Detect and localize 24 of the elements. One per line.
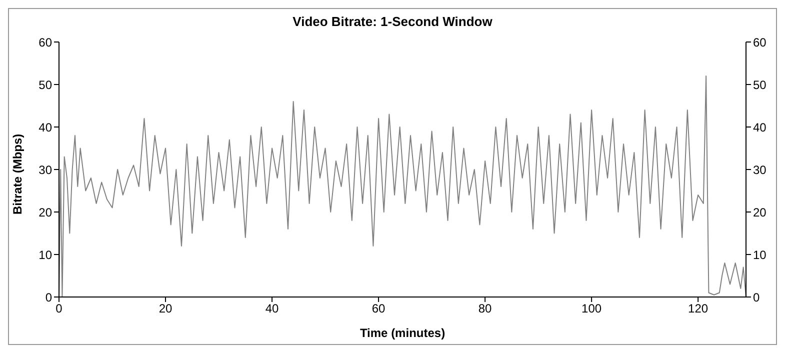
y2-tick-label: 20	[753, 205, 767, 220]
x-axis-title: Time (minutes)	[360, 326, 446, 340]
y-axis-title: Bitrate (Mbps)	[10, 134, 24, 214]
x-tick-label: 40	[265, 302, 280, 316]
y2-tick-label: 60	[753, 35, 767, 50]
y-tick-label: 40	[38, 120, 52, 134]
x-tick-label: 0	[56, 302, 63, 316]
y-tick-label: 60	[38, 35, 52, 50]
y-tick-label: 0	[45, 290, 52, 304]
y2-tick-label: 10	[753, 248, 767, 262]
x-tick-label: 100	[582, 302, 602, 316]
x-tick-label: 120	[688, 302, 708, 316]
x-tick-label: 80	[478, 302, 492, 316]
y2-tick-label: 30	[753, 162, 767, 177]
y2-tick-label: 50	[753, 78, 767, 92]
y-tick-label: 50	[38, 78, 52, 92]
y-tick-label: 30	[38, 162, 52, 177]
x-tick-label: 60	[372, 302, 386, 316]
y2-tick-label: 0	[753, 290, 760, 304]
chart-title: Video Bitrate: 1-Second Window	[292, 13, 494, 31]
y-tick-label: 10	[38, 248, 52, 262]
y-tick-label: 20	[38, 205, 52, 220]
x-tick-label: 20	[158, 302, 173, 316]
y2-tick-label: 40	[753, 120, 767, 134]
